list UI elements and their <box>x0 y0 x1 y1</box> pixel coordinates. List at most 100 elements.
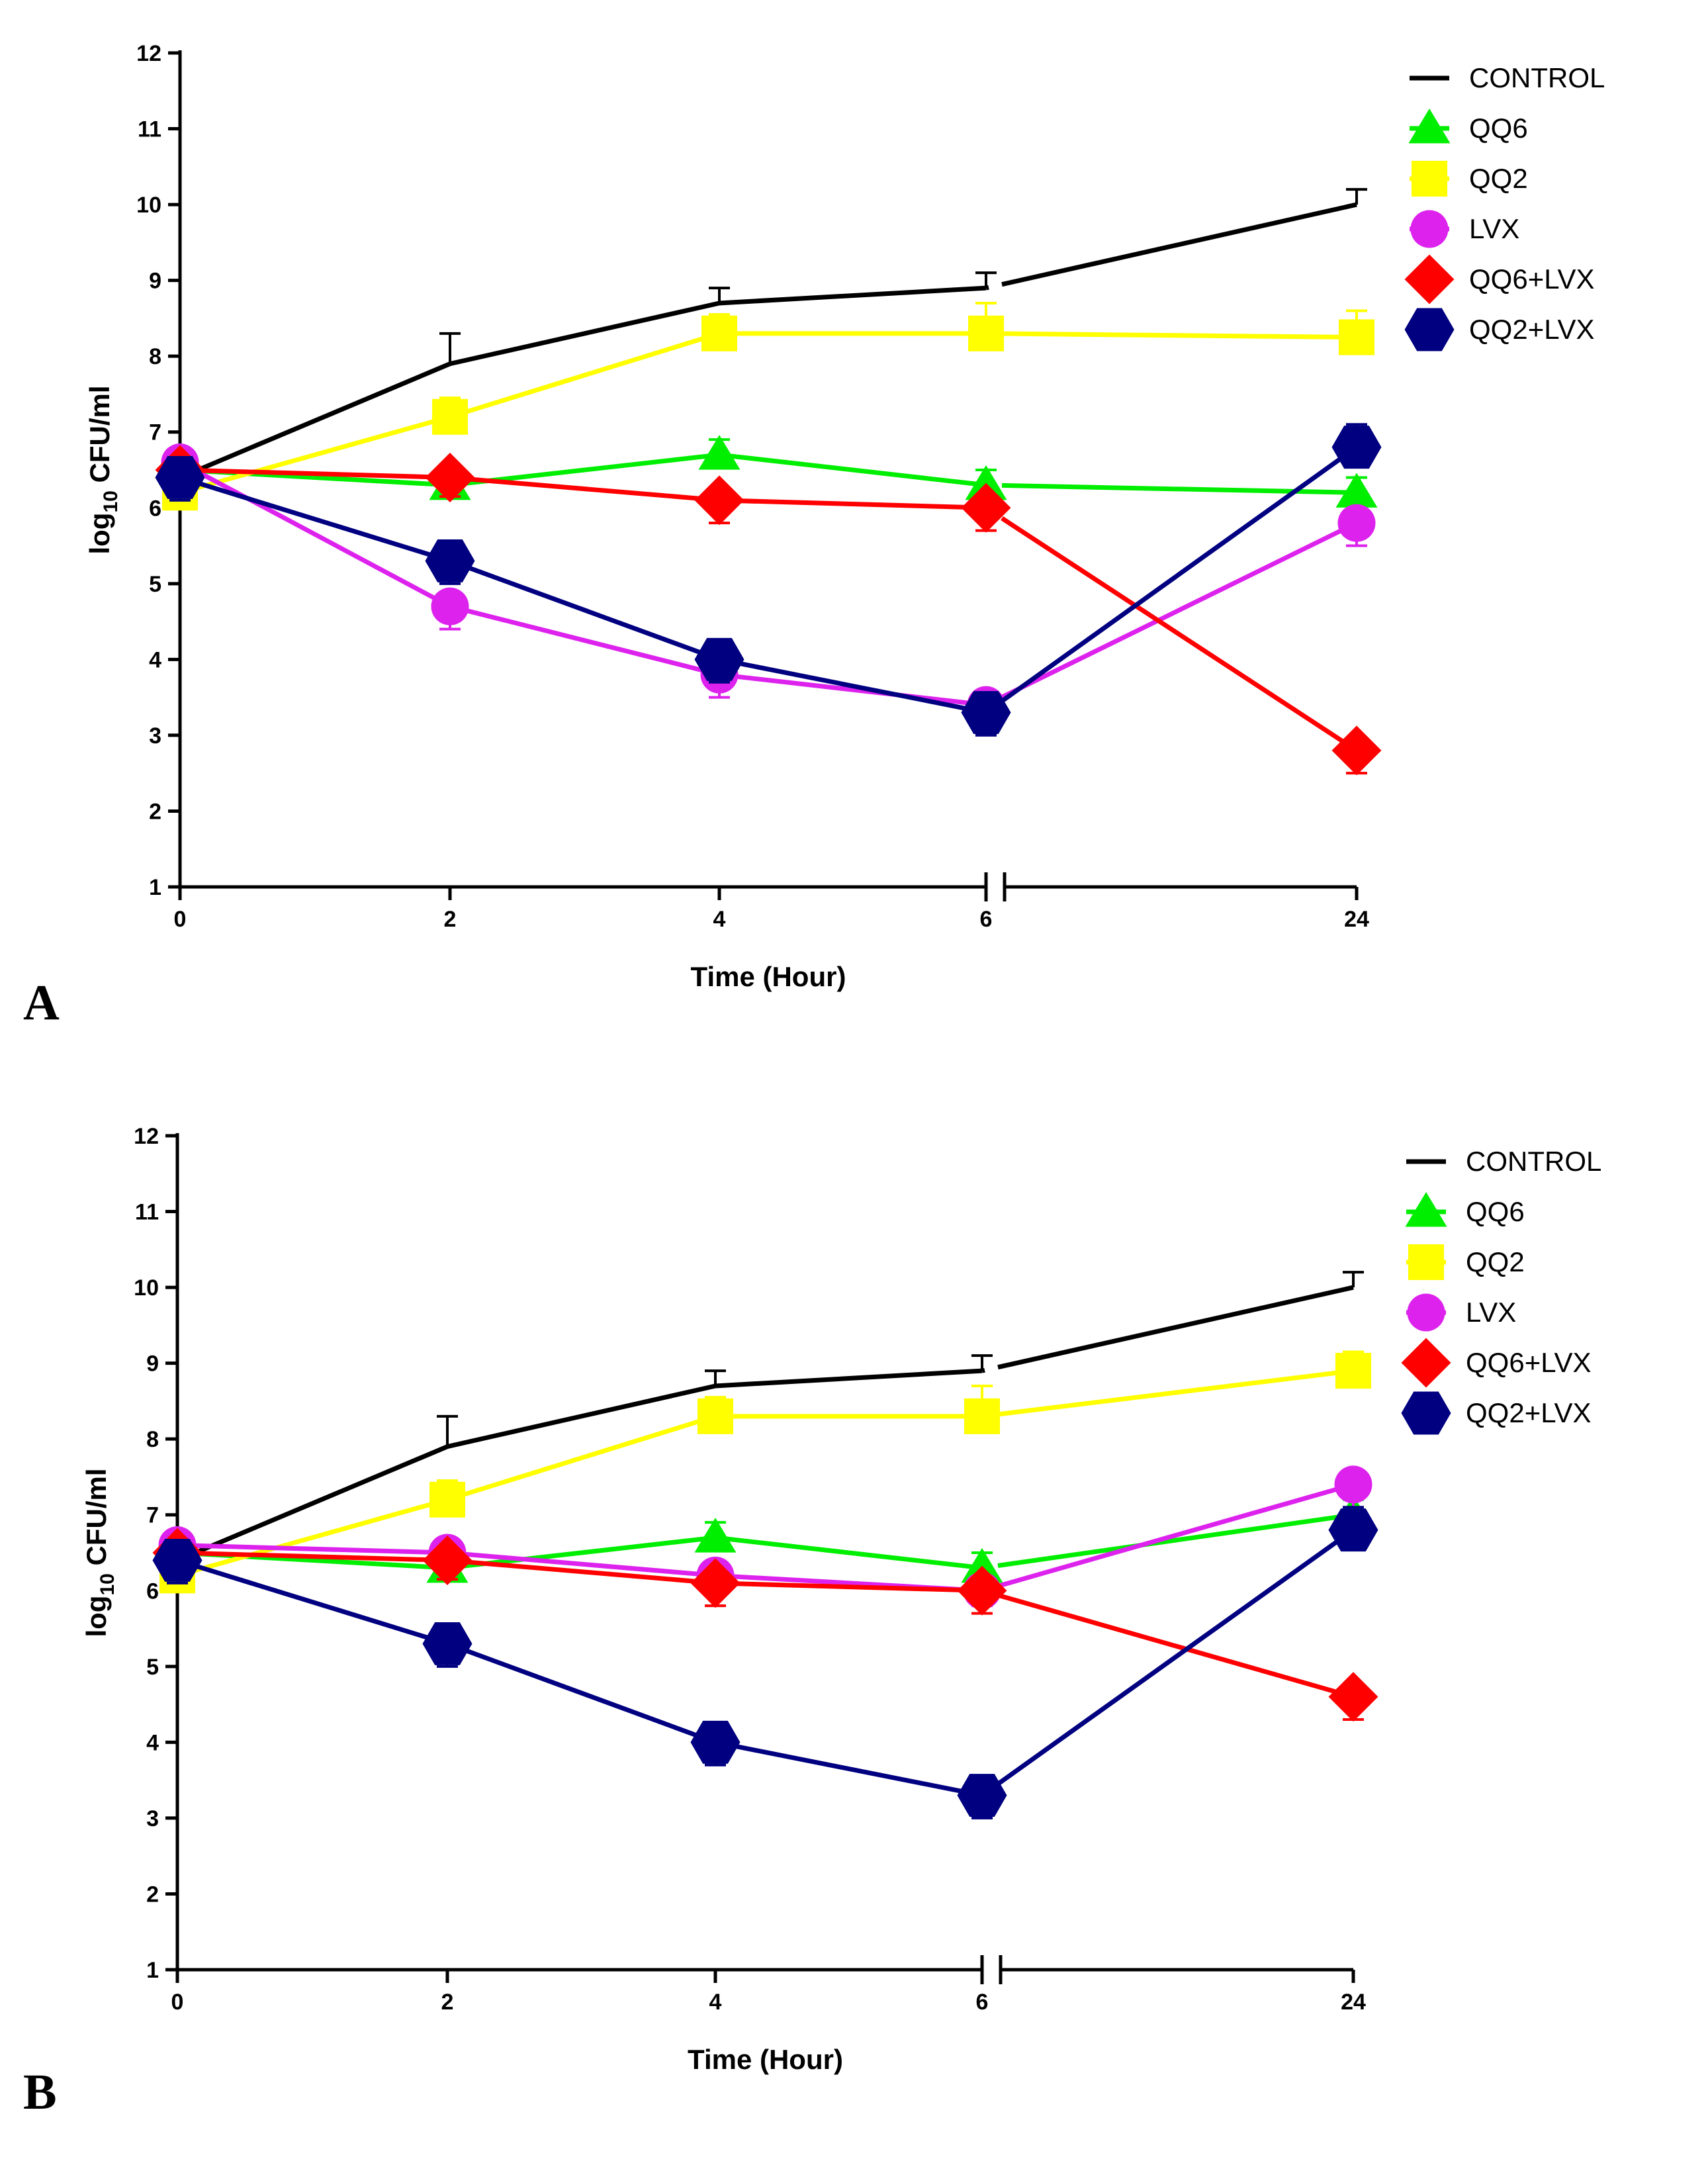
legend-label: LVX <box>1466 1297 1516 1328</box>
y-axis-label-subscript: 10 <box>97 1573 118 1595</box>
x-tick-label: 4 <box>713 907 726 932</box>
series-line-segment <box>715 1581 983 1593</box>
legend-marker <box>1404 308 1455 351</box>
y-axis-label-part: log <box>84 513 115 555</box>
data-point <box>431 587 469 625</box>
series-line-segment <box>985 285 989 291</box>
series-line-segment <box>449 604 720 677</box>
series-line-segment <box>997 1592 1354 1700</box>
series-line-segment <box>1001 202 1357 287</box>
y-tick-label: 7 <box>146 1503 159 1528</box>
data-point <box>965 465 1007 500</box>
data-point <box>1335 473 1378 508</box>
data-point <box>432 398 468 435</box>
x-tick-label: 2 <box>444 907 457 932</box>
series-line-segment <box>719 498 987 510</box>
series-line-segment <box>719 452 987 488</box>
data-point <box>1339 319 1374 355</box>
series-line-segment <box>1001 516 1358 753</box>
series-line-segment <box>996 1528 1355 1786</box>
data-point <box>694 1518 737 1553</box>
y-axis-label-part: log <box>81 1596 112 1637</box>
data-point <box>690 1720 741 1764</box>
y-tick-label: 3 <box>149 723 161 749</box>
data-point <box>694 637 744 681</box>
data-point <box>422 1622 472 1665</box>
series-qq2-plus-lvx <box>152 1506 1378 1819</box>
series-line-segment <box>179 361 451 480</box>
legend-marker <box>1407 1293 1445 1332</box>
series-line-segment <box>446 1414 717 1502</box>
series-line-segment <box>719 672 987 708</box>
legend-item-control: CONTROL <box>1410 62 1605 93</box>
y-tick-label: 5 <box>149 572 161 597</box>
legend-label: QQ6+LVX <box>1469 263 1595 295</box>
series-line-segment <box>449 300 720 367</box>
data-point <box>1328 1672 1378 1722</box>
data-point <box>1328 1508 1378 1552</box>
data-point <box>698 435 741 470</box>
x-tick-label: 24 <box>1344 907 1369 932</box>
panel-label: A <box>23 975 60 1031</box>
series-line-segment <box>715 1535 983 1571</box>
series-line-segment <box>1001 331 1357 340</box>
legend-marker <box>1405 1192 1447 1227</box>
y-tick-label: 8 <box>146 1427 159 1452</box>
data-point <box>961 482 1011 533</box>
series-line-segment <box>177 1543 448 1555</box>
panel-label: B <box>23 2064 57 2120</box>
legend-item-qq2: QQ2 <box>1406 1244 1525 1280</box>
data-point <box>1335 1353 1371 1389</box>
data-point <box>701 315 737 351</box>
x-tick-label: 6 <box>976 1990 989 2015</box>
legend-marker <box>1401 1391 1451 1435</box>
y-tick-label: 4 <box>149 647 161 672</box>
series-line-segment <box>179 414 451 495</box>
y-tick-label: 8 <box>149 344 161 369</box>
legend-label: LVX <box>1469 213 1519 244</box>
series-line-segment <box>447 1550 716 1578</box>
series-line-segment <box>179 460 451 609</box>
data-point <box>961 1547 1003 1583</box>
y-tick-label: 12 <box>136 41 161 66</box>
series-qq6 <box>156 1494 1374 1583</box>
legend: CONTROL QQ6 QQ2 LVX QQ6+LVX QQ2+LVX <box>1404 62 1605 351</box>
series-line-segment <box>449 475 720 503</box>
y-tick-label: 10 <box>134 1275 159 1301</box>
legend-item-control: CONTROL <box>1406 1146 1601 1177</box>
x-tick-label: 0 <box>171 1990 184 2015</box>
y-tick-label: 1 <box>146 1958 159 1983</box>
series-line-segment <box>719 657 987 715</box>
legend-item-qq2-plus-lvx: QQ2+LVX <box>1401 1391 1592 1435</box>
y-tick-label: 1 <box>149 875 161 900</box>
series-line-segment <box>447 1557 716 1586</box>
series-line-segment <box>179 475 451 563</box>
legend-label: QQ2 <box>1469 163 1528 194</box>
x-tick-label: 6 <box>980 907 993 932</box>
legend-item-lvx: LVX <box>1410 210 1519 248</box>
legend-label: QQ2+LVX <box>1469 314 1595 345</box>
y-tick-label: 7 <box>149 420 161 445</box>
series-line-segment <box>997 1285 1354 1370</box>
y-axis-label-part: CFU/ml <box>84 385 115 490</box>
y-tick-label: 6 <box>149 496 161 521</box>
y-tick-label: 9 <box>149 269 161 294</box>
legend-label: QQ6+LVX <box>1466 1347 1592 1378</box>
data-point <box>425 539 475 582</box>
data-point <box>429 1481 465 1518</box>
data-point <box>155 455 205 499</box>
y-axis-label: log10 CFU/ml <box>84 385 122 554</box>
y-tick-label: 11 <box>138 117 161 142</box>
legend-item-qq2: QQ2 <box>1410 161 1528 197</box>
series-qq2-plus-lvx <box>155 423 1382 737</box>
y-tick-label: 4 <box>146 1730 159 1755</box>
series-lvx <box>161 443 1376 724</box>
data-point <box>1331 426 1382 469</box>
series-line-segment <box>997 1512 1354 1568</box>
data-point <box>964 1398 1000 1434</box>
data-point <box>1334 1465 1372 1504</box>
x-tick-label: 2 <box>441 1990 454 2015</box>
legend-item-qq6: QQ6 <box>1408 109 1528 144</box>
legend-label: QQ2+LVX <box>1466 1397 1592 1428</box>
